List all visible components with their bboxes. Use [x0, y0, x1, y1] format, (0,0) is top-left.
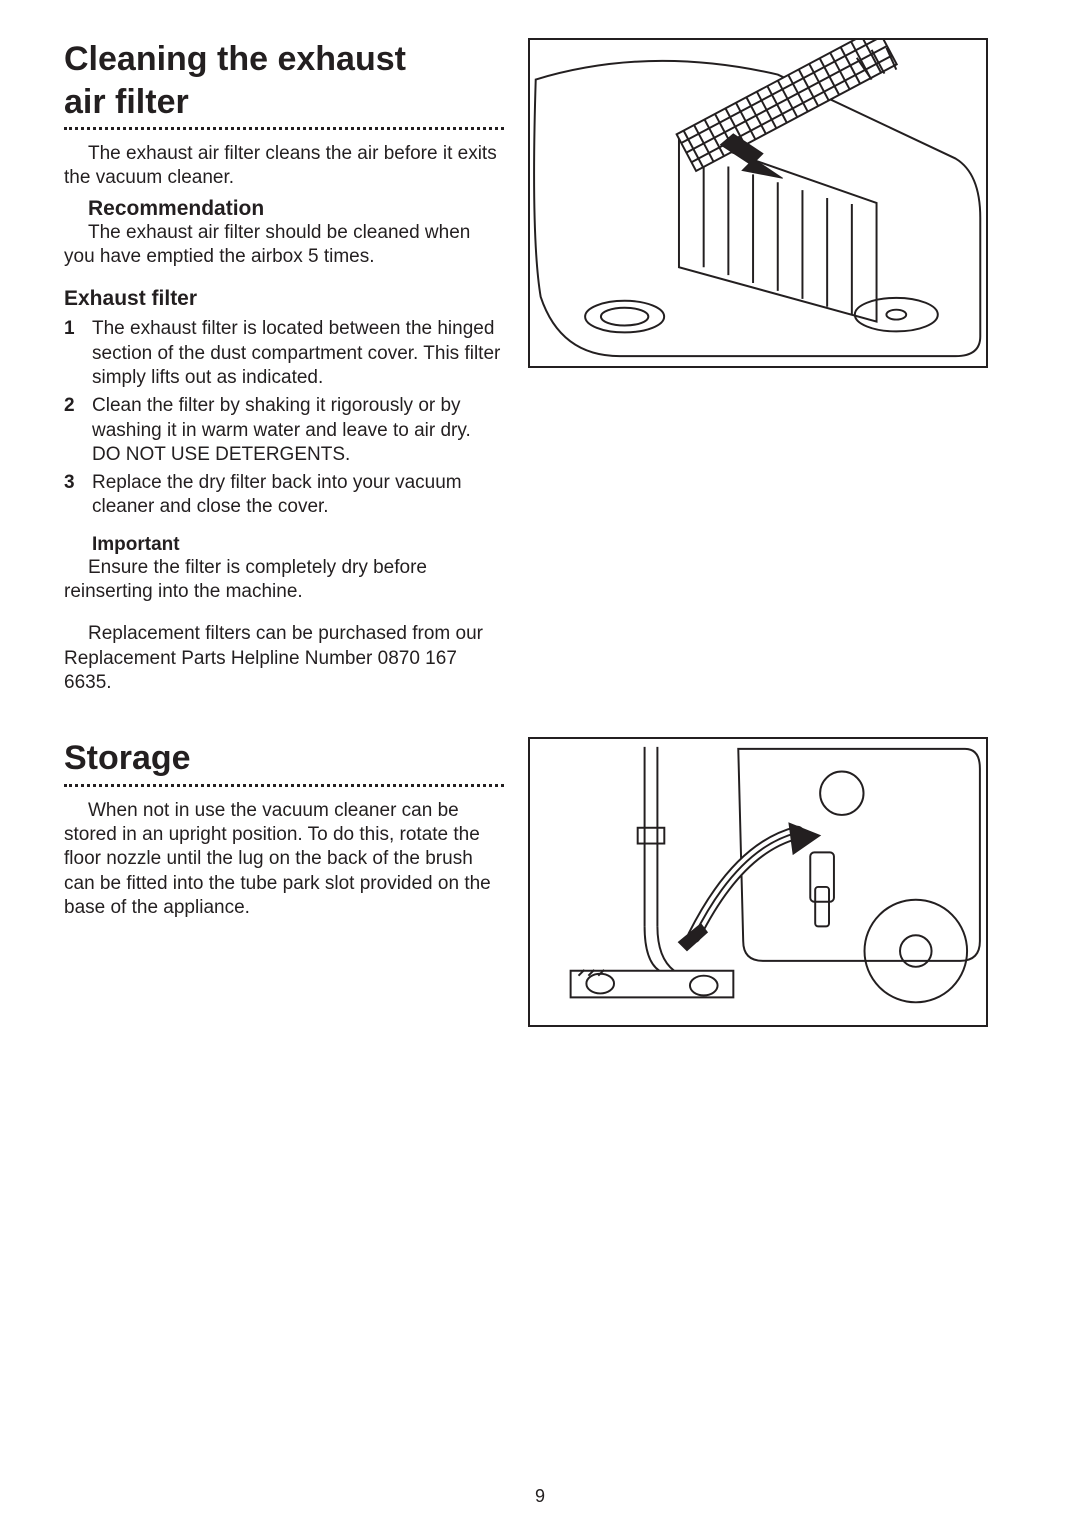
left-column-2: Storage When not in use the vacuum clean…	[64, 737, 504, 926]
exhaust-filter-heading: Exhaust filter	[64, 287, 504, 311]
section1-title: Cleaning the exhaust air filter	[64, 38, 504, 123]
step-2: 2Clean the filter by shaking it rigorous…	[64, 394, 504, 467]
illustration-storage	[528, 737, 988, 1027]
dotted-rule-2	[64, 784, 504, 787]
steps-list: 1The exhaust filter is located between t…	[64, 317, 504, 520]
recommendation-text: The exhaust air filter should be cleaned…	[64, 221, 504, 270]
section2-body: When not in use the vacuum cleaner can b…	[64, 799, 504, 921]
section-storage: Storage When not in use the vacuum clean…	[64, 737, 1016, 1027]
left-column-1: Cleaning the exhaust air filter The exha…	[64, 38, 504, 701]
section-cleaning-exhaust: Cleaning the exhaust air filter The exha…	[64, 38, 1016, 701]
step-3: 3Replace the dry filter back into your v…	[64, 471, 504, 520]
replacement-text: Replacement filters can be purchased fro…	[64, 622, 504, 695]
dotted-rule-1	[64, 127, 504, 130]
filter-diagram-icon	[530, 40, 986, 366]
title-line2: air filter	[64, 83, 189, 121]
section1-intro: The exhaust air filter cleans the air be…	[64, 142, 504, 191]
illustration-exhaust-filter	[528, 38, 988, 368]
important-text: Ensure the filter is completely dry befo…	[64, 556, 504, 605]
recommendation-label: Recommendation	[64, 197, 504, 221]
step-1: 1The exhaust filter is located between t…	[64, 317, 504, 390]
page-number: 9	[0, 1486, 1080, 1507]
right-column-1	[528, 38, 1016, 368]
title-line1: Cleaning the exhaust	[64, 40, 406, 78]
storage-diagram-icon	[530, 739, 986, 1025]
section2-title: Storage	[64, 737, 504, 780]
important-label: Important	[64, 534, 504, 556]
right-column-2	[528, 737, 1016, 1027]
